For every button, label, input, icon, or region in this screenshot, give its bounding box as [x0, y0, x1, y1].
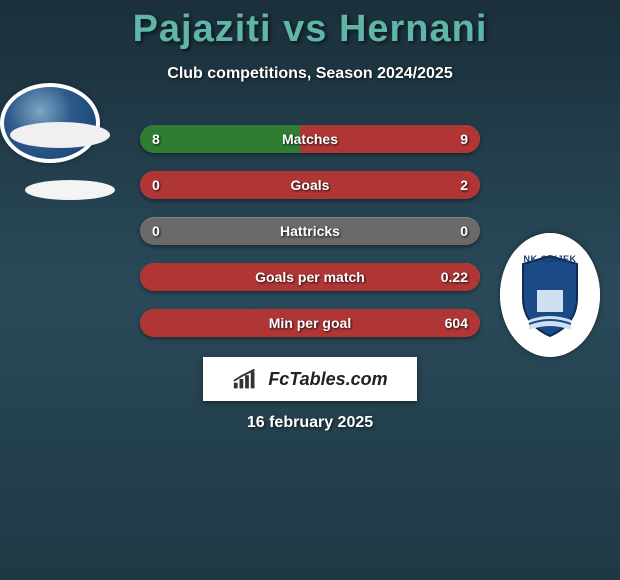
- stat-value-right: 0.22: [441, 269, 468, 285]
- stat-value-right: 9: [460, 131, 468, 147]
- stat-label: Min per goal: [140, 315, 480, 331]
- page-title: Pajaziti vs Hernani: [0, 0, 620, 51]
- comparison-card: Pajaziti vs Hernani Club competitions, S…: [0, 0, 620, 580]
- stat-row: Goals per match0.22: [140, 263, 480, 291]
- stat-value-right: 604: [445, 315, 468, 331]
- stat-row: 0Hattricks0: [140, 217, 480, 245]
- stat-label: Hattricks: [140, 223, 480, 239]
- stats-table: 8Matches90Goals20Hattricks0Goals per mat…: [140, 125, 480, 355]
- club-right-logo: NK OSIJEK: [500, 233, 600, 357]
- stat-row: Min per goal604: [140, 309, 480, 337]
- watermark-text: FcTables.com: [268, 369, 387, 390]
- club-right-crest: NK OSIJEK: [515, 250, 585, 340]
- stat-label: Goals: [140, 177, 480, 193]
- title-vs: vs: [283, 8, 327, 50]
- stat-value-right: 2: [460, 177, 468, 193]
- stat-row: 0Goals2: [140, 171, 480, 199]
- date-label: 16 february 2025: [0, 414, 620, 432]
- club-right-name: NK OSIJEK: [515, 254, 585, 264]
- title-player1: Pajaziti: [133, 8, 272, 50]
- chart-icon: [232, 367, 262, 391]
- player-left-avatar: [10, 122, 110, 148]
- stat-value-right: 0: [460, 223, 468, 239]
- club-left-logo: [25, 180, 115, 200]
- subtitle: Club competitions, Season 2024/2025: [0, 65, 620, 83]
- stat-row: 8Matches9: [140, 125, 480, 153]
- title-player2: Hernani: [339, 8, 487, 50]
- stat-label: Matches: [140, 131, 480, 147]
- stat-label: Goals per match: [140, 269, 480, 285]
- watermark[interactable]: FcTables.com: [203, 357, 417, 401]
